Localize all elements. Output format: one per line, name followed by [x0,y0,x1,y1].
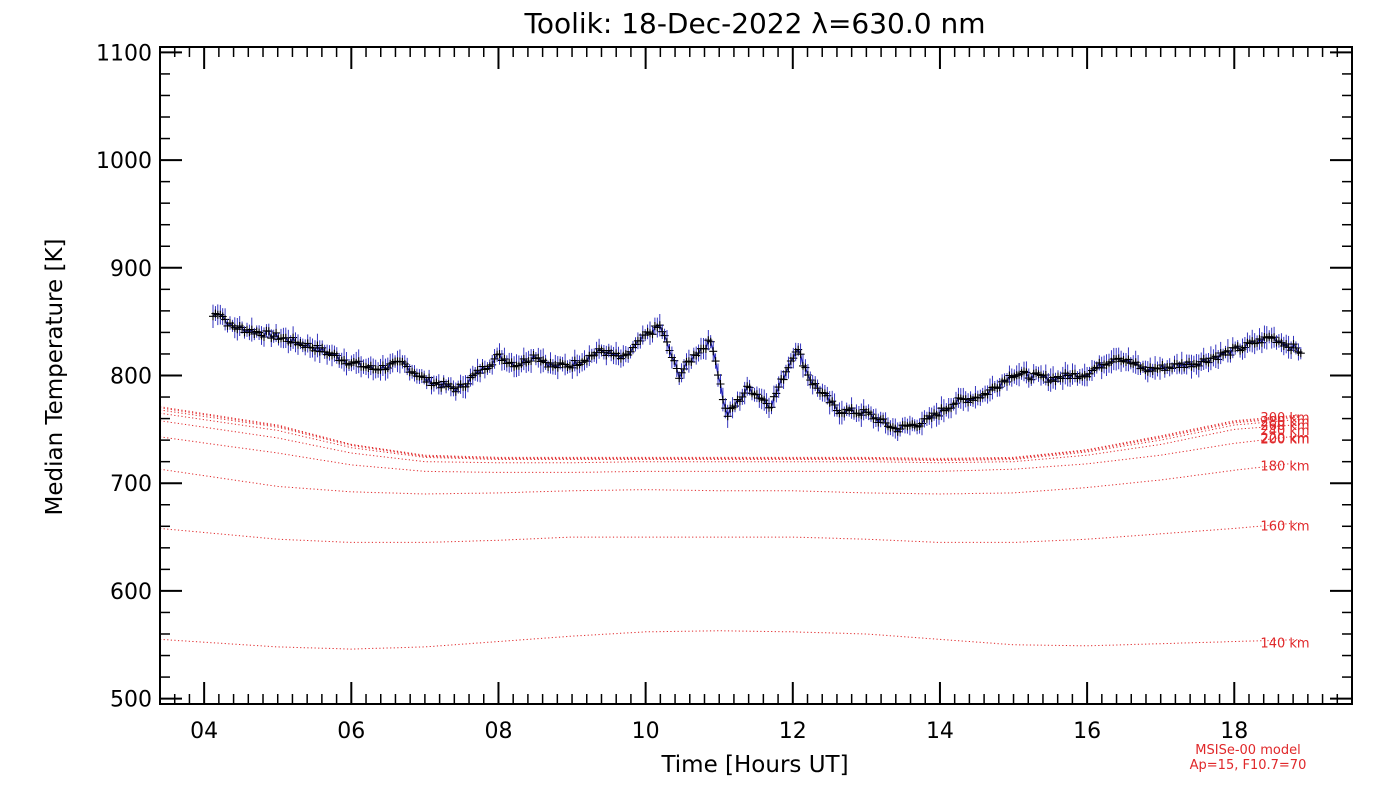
measured-series [209,304,1305,441]
model-label-280-km: 280 km [1260,415,1309,430]
data-point [1296,349,1305,358]
model-curves [159,406,1301,650]
x-tick-label: 06 [337,719,365,744]
data-point [663,337,671,346]
y-tick-label: 1000 [96,149,152,174]
model-label-220-km: 220 km [1260,431,1309,446]
chart-title: Toolik: 18-Dec-2022 λ=630.0 nm [523,7,985,40]
y-tick-label: 700 [110,472,152,497]
data-point [709,347,718,356]
model-label-200-km: 200 km [1260,432,1309,447]
x-tick-label: 16 [1073,719,1101,744]
model-curve-140-km [159,630,1301,650]
y-tick-label: 800 [110,365,152,390]
data-point [796,350,805,359]
y-axis-label: Median Temperature [K] [42,239,68,516]
data-point [723,412,732,421]
model-label-140-km: 140 km [1260,637,1309,652]
model-label-240-km: 240 km [1260,424,1309,439]
model-curve-240-km [159,412,1301,462]
tick-labels: 500 600 700 800 900 1000 1100 04 06 08 10 12 14 16 18 [96,41,1248,744]
model-curve-220-km [159,420,1301,464]
model-curve-200-km [159,435,1301,473]
data-point [272,328,281,337]
x-axis-label: Time [Hours UT] [660,752,848,778]
plot-frame [159,46,1353,705]
model-label-300-km: 300 km [1260,411,1309,426]
x-tick-label: 18 [1220,719,1248,744]
model-curve-160-km [159,522,1301,543]
x-tick-label: 08 [484,719,512,744]
data-point [716,380,725,388]
data-point [779,375,788,384]
y-tick-label: 1100 [96,41,152,66]
y-tick-label: 500 [110,688,152,713]
model-curve-180-km [159,462,1301,495]
model-label-160-km: 160 km [1260,520,1309,535]
data-point [672,364,681,373]
y-tick-label: 900 [110,257,152,282]
model-note-line2: Ap=15, F10.7=70 [1190,758,1307,773]
model-label-260-km: 260 km [1260,419,1309,434]
model-note-line1: MSISe-00 model [1195,743,1300,758]
x-tick-label: 12 [779,719,807,744]
model-label-180-km: 180 km [1260,459,1309,474]
data-point [711,357,720,366]
x-tick-label: 10 [632,719,660,744]
x-tick-label: 14 [926,719,954,744]
y-tick-label: 600 [110,580,152,605]
x-tick-label: 04 [190,719,218,744]
model-curve-260-km [159,409,1301,460]
axes [159,46,1353,705]
